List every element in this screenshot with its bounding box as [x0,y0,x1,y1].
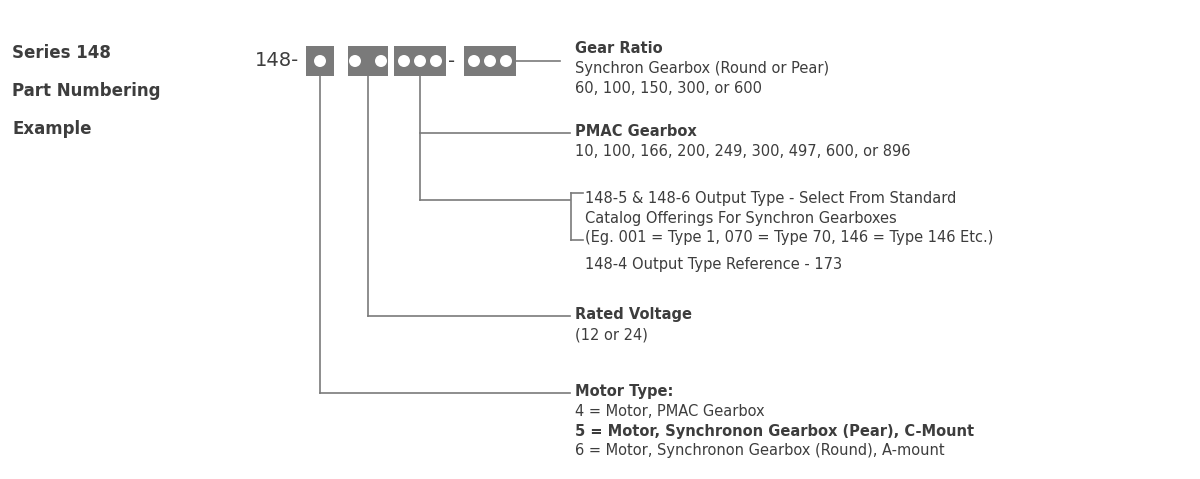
Bar [306,46,334,76]
Text: Example: Example [12,120,91,138]
Text: 4 = Motor, PMAC Gearbox: 4 = Motor, PMAC Gearbox [575,404,764,420]
Ellipse shape [500,55,512,67]
Text: Motor Type:: Motor Type: [575,384,673,399]
Text: Catalog Offerings For Synchron Gearboxes: Catalog Offerings For Synchron Gearboxes [586,210,896,226]
Text: 5 = Motor, Synchronon Gearbox (Pear), C-Mount: 5 = Motor, Synchronon Gearbox (Pear), C-… [575,424,974,439]
Ellipse shape [468,55,480,67]
Ellipse shape [349,55,361,67]
Text: 60, 100, 150, 300, or 600: 60, 100, 150, 300, or 600 [575,81,762,96]
Text: PMAC Gearbox: PMAC Gearbox [575,124,697,139]
Bar [464,46,516,76]
Ellipse shape [484,55,496,67]
Bar [348,46,388,76]
Ellipse shape [374,55,386,67]
Text: Gear Ratio: Gear Ratio [575,41,662,56]
Text: 6 = Motor, Synchronon Gearbox (Round), A-mount: 6 = Motor, Synchronon Gearbox (Round), A… [575,444,944,458]
Bar [394,46,446,76]
Ellipse shape [314,55,326,67]
Text: -: - [449,52,456,70]
Text: Series 148: Series 148 [12,44,110,62]
Text: (Eg. 001 = Type 1, 070 = Type 70, 146 = Type 146 Etc.): (Eg. 001 = Type 1, 070 = Type 70, 146 = … [586,230,994,245]
Text: Part Numbering: Part Numbering [12,82,161,100]
Ellipse shape [398,55,410,67]
Text: Synchron Gearbox (Round or Pear): Synchron Gearbox (Round or Pear) [575,61,829,77]
Text: (12 or 24): (12 or 24) [575,328,648,342]
Text: 10, 100, 166, 200, 249, 300, 497, 600, or 896: 10, 100, 166, 200, 249, 300, 497, 600, o… [575,145,911,160]
Ellipse shape [414,55,426,67]
Text: 148-: 148- [254,52,299,70]
Text: 148-4 Output Type Reference - 173: 148-4 Output Type Reference - 173 [586,257,842,272]
Text: 148-5 & 148-6 Output Type - Select From Standard: 148-5 & 148-6 Output Type - Select From … [586,191,956,206]
Ellipse shape [430,55,442,67]
Text: Rated Voltage: Rated Voltage [575,307,692,322]
